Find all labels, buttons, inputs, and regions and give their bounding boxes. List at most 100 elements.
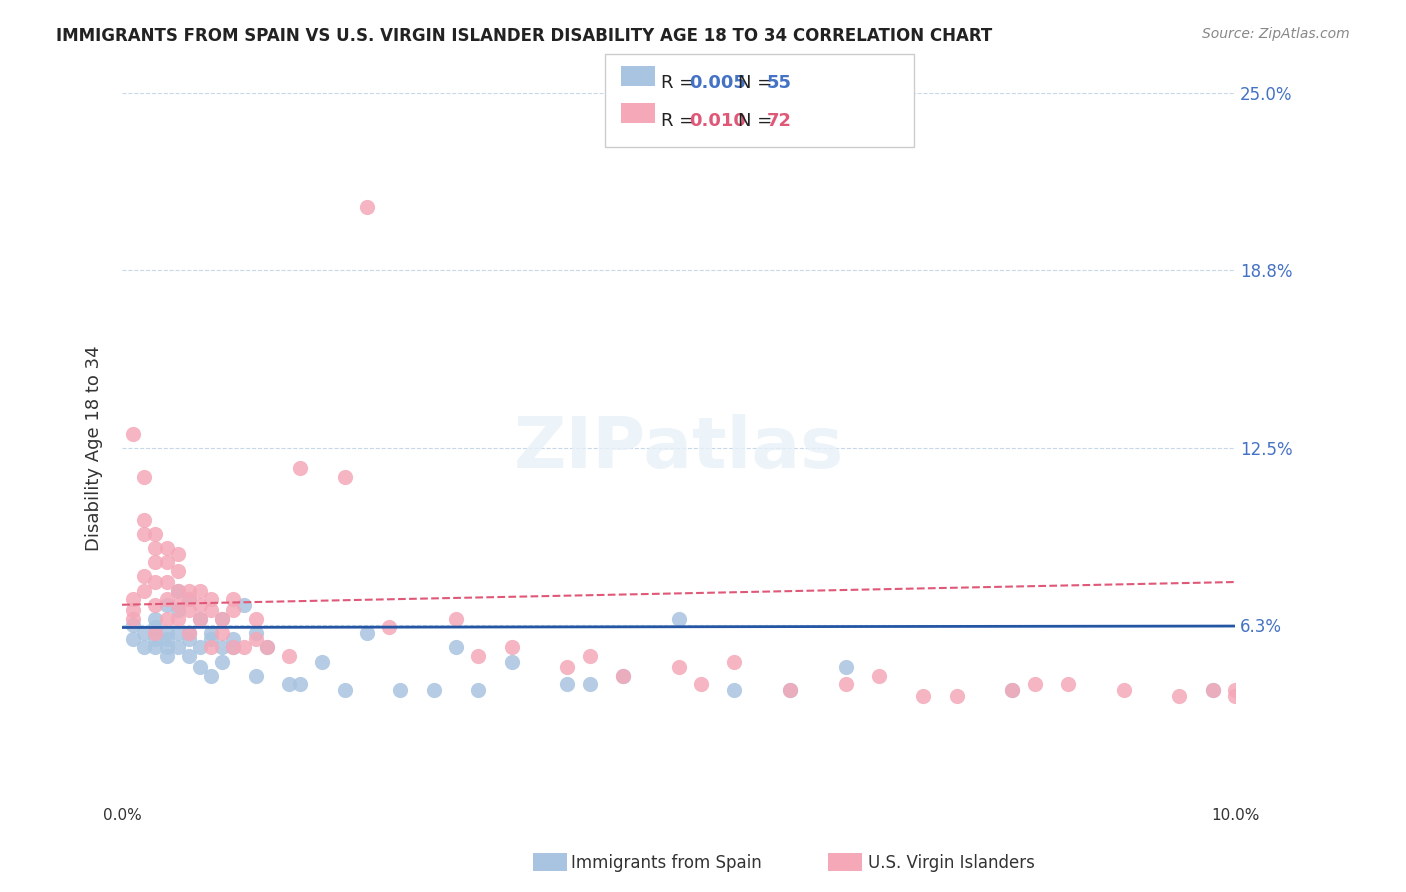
Point bbox=[145, 555, 167, 569]
Point bbox=[155, 648, 177, 663]
Y-axis label: Disability Age 18 to 34: Disability Age 18 to 34 bbox=[86, 346, 103, 551]
Point bbox=[188, 598, 211, 612]
Point bbox=[166, 547, 188, 561]
Text: R =: R = bbox=[661, 74, 700, 92]
Point bbox=[222, 632, 245, 646]
Point bbox=[1202, 683, 1225, 698]
Point bbox=[134, 583, 156, 598]
Point bbox=[134, 626, 156, 640]
Point bbox=[444, 640, 467, 655]
Point bbox=[145, 640, 167, 655]
Point bbox=[188, 660, 211, 674]
Text: Source: ZipAtlas.com: Source: ZipAtlas.com bbox=[1202, 27, 1350, 41]
Point bbox=[555, 660, 578, 674]
Point bbox=[177, 626, 200, 640]
Point bbox=[555, 677, 578, 691]
Point bbox=[200, 592, 222, 607]
Point bbox=[222, 592, 245, 607]
Point bbox=[612, 669, 634, 683]
Point bbox=[200, 626, 222, 640]
Point bbox=[1202, 683, 1225, 698]
Point bbox=[1112, 683, 1135, 698]
Point bbox=[145, 620, 167, 634]
Point bbox=[211, 626, 233, 640]
Text: U.S. Virgin Islanders: U.S. Virgin Islanders bbox=[868, 854, 1035, 871]
Point bbox=[166, 583, 188, 598]
Point bbox=[333, 470, 356, 484]
Point bbox=[177, 632, 200, 646]
Point bbox=[1001, 683, 1024, 698]
Point bbox=[122, 632, 145, 646]
Point bbox=[145, 632, 167, 646]
Point bbox=[145, 541, 167, 555]
Point bbox=[145, 574, 167, 589]
Point bbox=[166, 603, 188, 617]
Point bbox=[1223, 689, 1246, 703]
Point bbox=[912, 689, 935, 703]
Point bbox=[155, 632, 177, 646]
Point bbox=[256, 640, 278, 655]
Point bbox=[122, 427, 145, 442]
Point bbox=[145, 626, 167, 640]
Point bbox=[501, 655, 523, 669]
Point bbox=[211, 655, 233, 669]
Point bbox=[122, 612, 145, 626]
Point bbox=[356, 626, 378, 640]
Point bbox=[245, 669, 267, 683]
Point bbox=[278, 648, 301, 663]
Point bbox=[779, 683, 801, 698]
Point bbox=[166, 564, 188, 578]
Point bbox=[177, 648, 200, 663]
Point bbox=[155, 612, 177, 626]
Point bbox=[122, 592, 145, 607]
Point bbox=[834, 660, 856, 674]
Point bbox=[177, 592, 200, 607]
Point bbox=[946, 689, 969, 703]
Point bbox=[233, 640, 256, 655]
Text: IMMIGRANTS FROM SPAIN VS U.S. VIRGIN ISLANDER DISABILITY AGE 18 TO 34 CORRELATIO: IMMIGRANTS FROM SPAIN VS U.S. VIRGIN ISL… bbox=[56, 27, 993, 45]
Text: N =: N = bbox=[738, 74, 778, 92]
Point bbox=[122, 617, 145, 632]
Point bbox=[177, 583, 200, 598]
Point bbox=[1223, 683, 1246, 698]
Text: 72: 72 bbox=[766, 112, 792, 129]
Point bbox=[1024, 677, 1046, 691]
Point bbox=[200, 669, 222, 683]
Point bbox=[188, 612, 211, 626]
Point bbox=[188, 612, 211, 626]
Point bbox=[211, 640, 233, 655]
Point bbox=[467, 683, 489, 698]
Point bbox=[245, 612, 267, 626]
Point bbox=[1246, 677, 1268, 691]
Point bbox=[155, 541, 177, 555]
Point bbox=[177, 592, 200, 607]
Point bbox=[723, 683, 745, 698]
Point bbox=[155, 592, 177, 607]
Point bbox=[166, 640, 188, 655]
Point bbox=[200, 632, 222, 646]
Point bbox=[222, 640, 245, 655]
Point bbox=[467, 648, 489, 663]
Point bbox=[233, 598, 256, 612]
Text: Immigrants from Spain: Immigrants from Spain bbox=[571, 854, 762, 871]
Point bbox=[1168, 689, 1191, 703]
Point bbox=[578, 648, 600, 663]
Text: N =: N = bbox=[738, 112, 778, 129]
Point bbox=[1057, 677, 1080, 691]
Point bbox=[668, 612, 690, 626]
Text: R =: R = bbox=[661, 112, 700, 129]
Point bbox=[145, 612, 167, 626]
Point bbox=[1001, 683, 1024, 698]
Point bbox=[668, 660, 690, 674]
Point bbox=[166, 626, 188, 640]
Text: 0.005: 0.005 bbox=[689, 74, 745, 92]
Point bbox=[612, 669, 634, 683]
Point bbox=[188, 640, 211, 655]
Point bbox=[134, 470, 156, 484]
Point bbox=[278, 677, 301, 691]
Point bbox=[155, 626, 177, 640]
Point bbox=[868, 669, 890, 683]
Point bbox=[834, 677, 856, 691]
Point bbox=[245, 626, 267, 640]
Point bbox=[311, 655, 333, 669]
